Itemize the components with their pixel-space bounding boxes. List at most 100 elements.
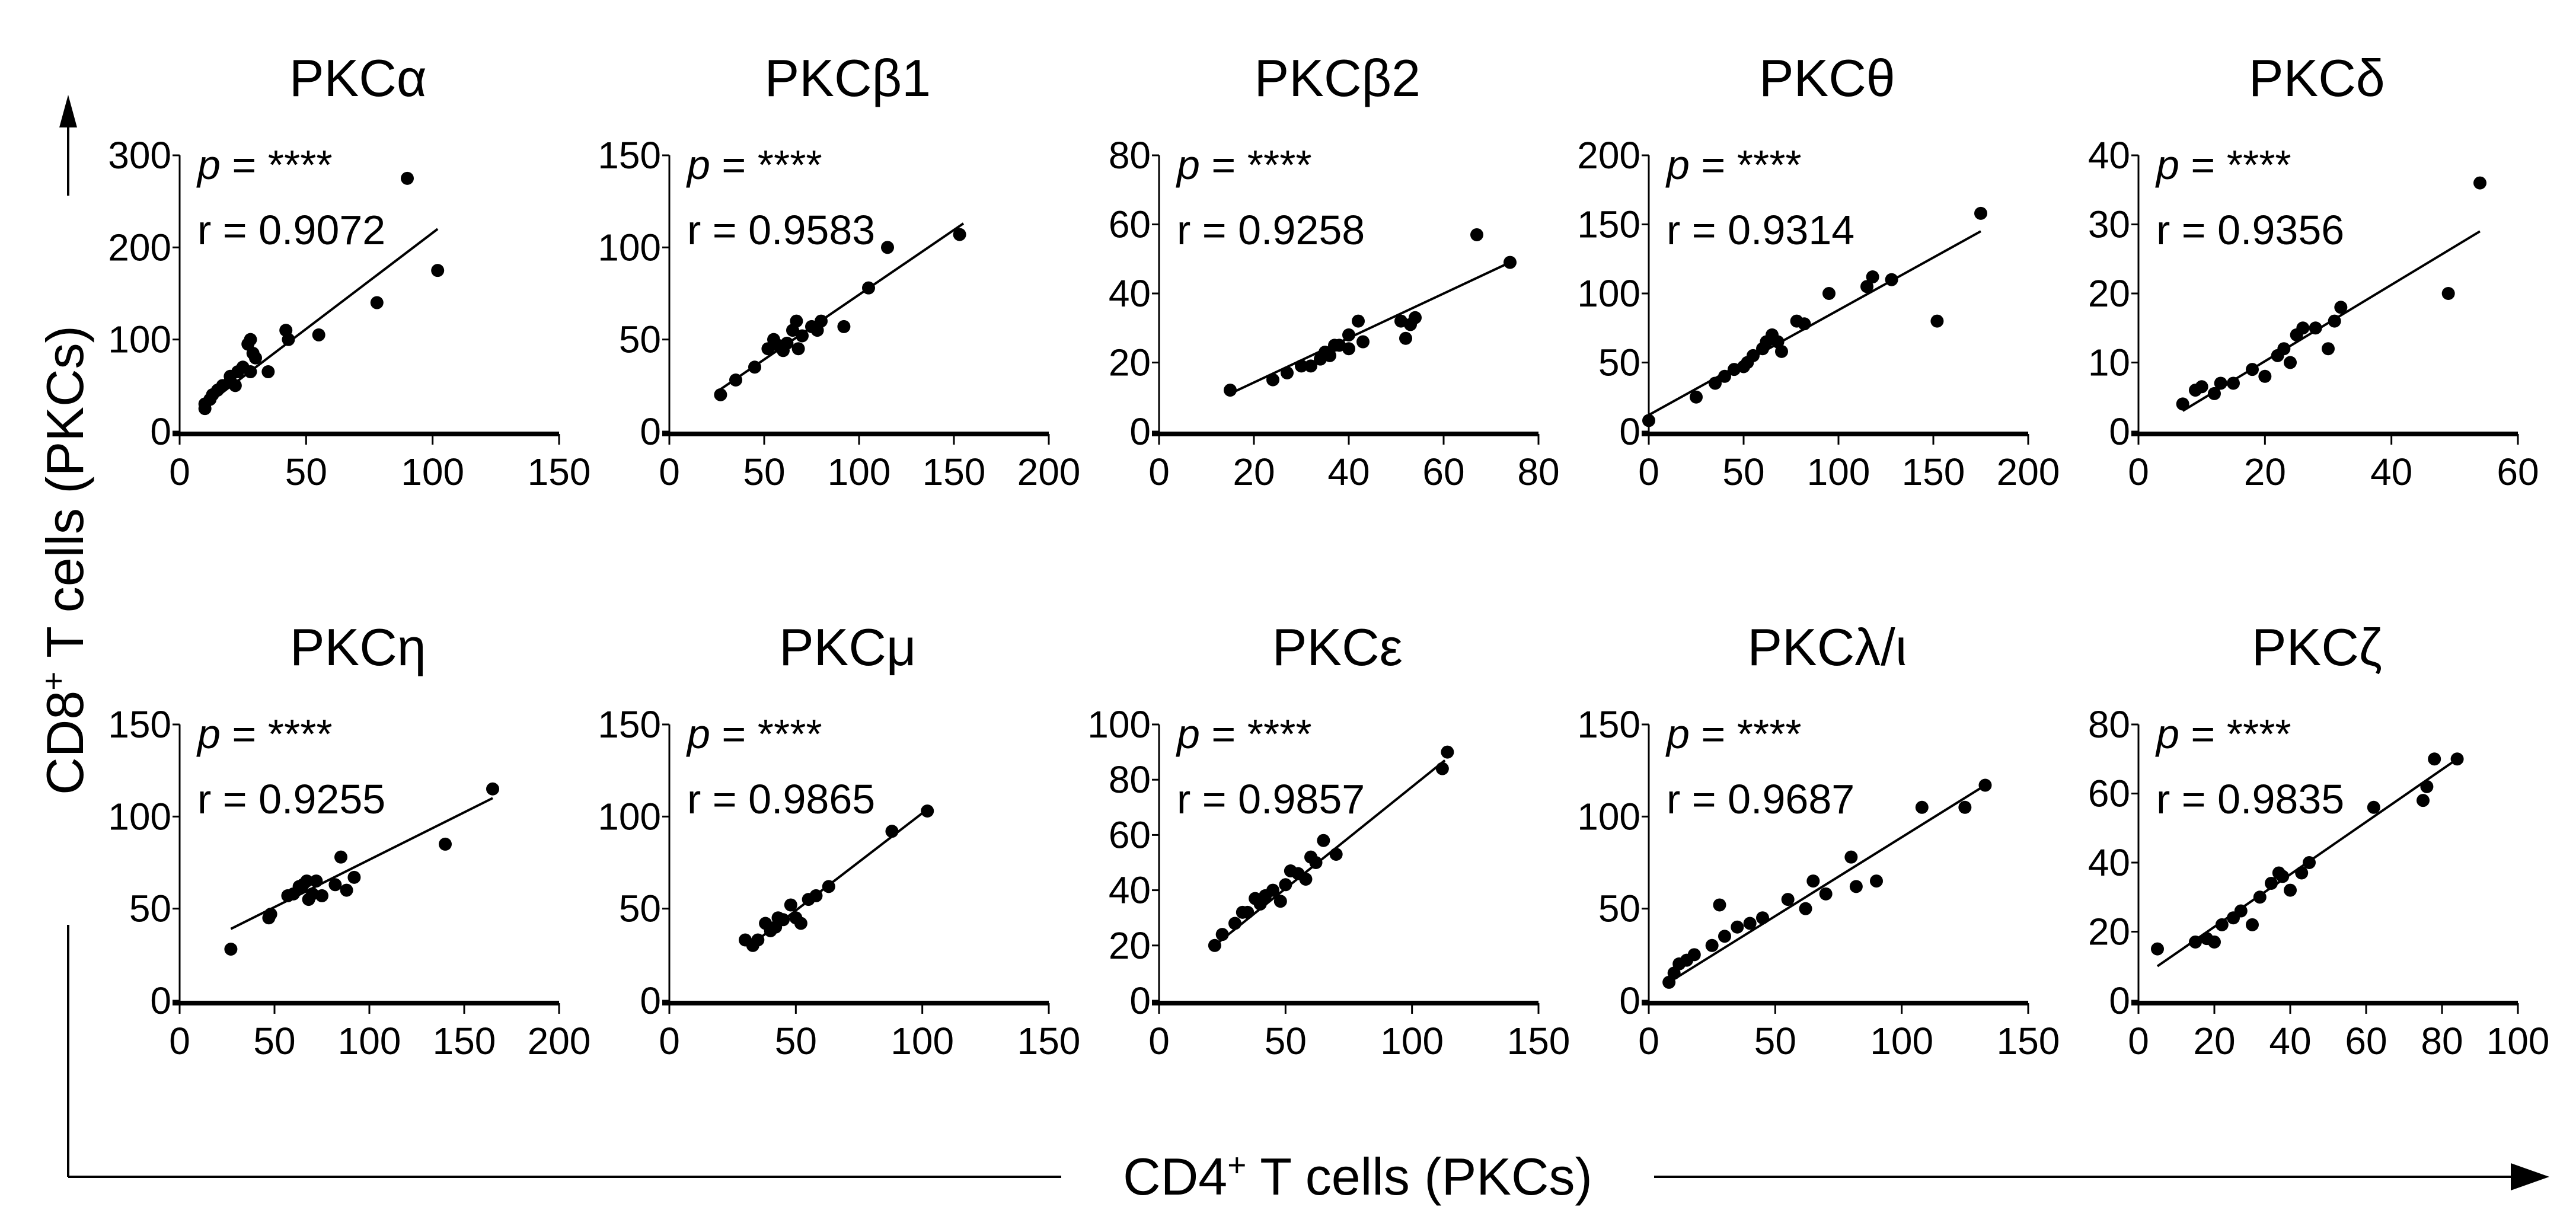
x-tick-label: 150 [433, 1020, 496, 1062]
x-axis-arrowhead-icon [2511, 1163, 2549, 1190]
data-point [2441, 287, 2455, 300]
data-point [244, 365, 257, 379]
y-tick-label: 50 [619, 318, 661, 361]
scatter-panel: PKCε 0 20 40 60 80 100 0 50 100 150 p = **** r = 0.9… [1087, 618, 1570, 1062]
y-axis-label-rest: T cells (PKCs) [36, 325, 94, 672]
y-axis-label-sup: + [35, 672, 72, 691]
x-tick-label: 0 [659, 1020, 680, 1062]
data-point [1295, 359, 1308, 373]
data-point [224, 943, 238, 956]
data-point [794, 917, 807, 930]
data-point [309, 874, 323, 888]
x-tick-label: 0 [169, 451, 190, 493]
data-point [334, 850, 347, 864]
data-point [2303, 856, 2316, 869]
data-point [790, 314, 803, 328]
data-point [2215, 918, 2229, 931]
y-tick-label: 0 [640, 979, 661, 1022]
data-point [2227, 376, 2240, 390]
data-point [2253, 890, 2267, 904]
p-value-annotation: p = **** [1665, 142, 1802, 188]
p-value-annotation: p = **** [1176, 711, 1312, 757]
r-value-annotation: r = 0.9835 [2156, 776, 2344, 822]
data-point [1241, 905, 1255, 919]
y-tick-label: 100 [108, 795, 171, 838]
r-value-annotation: r = 0.9687 [1667, 776, 1854, 822]
data-point [1781, 893, 1795, 906]
data-point [2246, 363, 2259, 376]
x-tick-label: 100 [1380, 1020, 1444, 1062]
x-tick-label: 50 [1754, 1020, 1796, 1062]
x-tick-label: 20 [1233, 451, 1275, 493]
data-point [748, 360, 761, 374]
data-point [780, 336, 794, 350]
data-point [885, 825, 899, 838]
p-value-stars: = **** [221, 142, 333, 188]
data-point [881, 241, 894, 254]
data-point [1718, 369, 1731, 383]
data-point [1309, 856, 1323, 869]
x-tick-label: 0 [1638, 451, 1659, 493]
y-tick-label: 20 [1109, 341, 1151, 384]
p-symbol: p [196, 711, 221, 757]
data-point [1822, 287, 1836, 300]
x-tick-label: 60 [2345, 1020, 2387, 1062]
x-tick-label: 40 [2370, 451, 2412, 493]
p-symbol: p [2155, 142, 2179, 188]
data-point [328, 878, 342, 892]
data-point [1798, 317, 1811, 331]
y-axis-arrowhead-icon [59, 95, 77, 127]
y-tick-label: 0 [2109, 410, 2130, 453]
data-point [796, 329, 809, 343]
y-tick-label: 50 [1598, 887, 1640, 930]
x-tick-label: 80 [1517, 451, 1559, 493]
x-tick-label: 50 [743, 451, 785, 493]
data-point [1705, 938, 1719, 952]
data-point [2208, 387, 2221, 400]
p-symbol: p [2155, 711, 2179, 757]
y-tick-label: 50 [1598, 341, 1640, 384]
y-tick-label: 40 [1109, 272, 1151, 315]
y-tick-label: 20 [2088, 911, 2130, 953]
x-tick-label: 150 [528, 451, 591, 493]
data-point [1224, 384, 1237, 397]
y-tick-label: 100 [1577, 795, 1640, 838]
data-point [729, 373, 742, 387]
regression-line [1668, 784, 1986, 984]
x-tick-label: 0 [169, 1020, 190, 1062]
data-point [1299, 872, 1313, 886]
y-tick-label: 40 [1109, 869, 1151, 912]
data-point [2246, 918, 2259, 931]
data-point [1504, 256, 1517, 269]
y-tick-label: 100 [1087, 703, 1151, 746]
p-value-annotation: p = **** [686, 711, 822, 757]
x-tick-label: 150 [1997, 1020, 2060, 1062]
y-tick-label: 30 [2088, 203, 2130, 246]
data-point [1819, 887, 1833, 901]
data-point [2417, 794, 2430, 807]
data-point [2214, 376, 2227, 390]
p-value-stars: = **** [1200, 142, 1312, 188]
data-point [1409, 311, 1422, 324]
y-tick-label: 80 [1109, 134, 1151, 177]
scatter-panel: PKCβ1 0 50 100 150 0 50 100 150 200 p = **** r = 0.… [598, 49, 1080, 493]
data-point [2420, 780, 2434, 793]
p-value-stars: = **** [1690, 142, 1802, 188]
data-point [439, 837, 452, 851]
data-point [1342, 342, 1355, 356]
data-point [862, 281, 875, 295]
data-point [486, 782, 499, 796]
x-tick-label: 60 [2497, 451, 2539, 493]
data-point [2195, 380, 2208, 394]
y-tick-label: 50 [619, 887, 661, 930]
data-point [2258, 369, 2272, 383]
scatter-panel: PKCδ 0 10 20 30 40 0 20 40 60 p = **** r = 0.9356 [2088, 49, 2539, 493]
data-point [1470, 228, 1483, 241]
data-point [751, 933, 765, 947]
data-point [921, 804, 934, 818]
data-point [1228, 917, 1241, 930]
y-tick-label: 0 [1129, 410, 1151, 453]
x-tick-label: 150 [1507, 1020, 1571, 1062]
data-point [2295, 866, 2309, 880]
data-point [1885, 273, 1898, 286]
